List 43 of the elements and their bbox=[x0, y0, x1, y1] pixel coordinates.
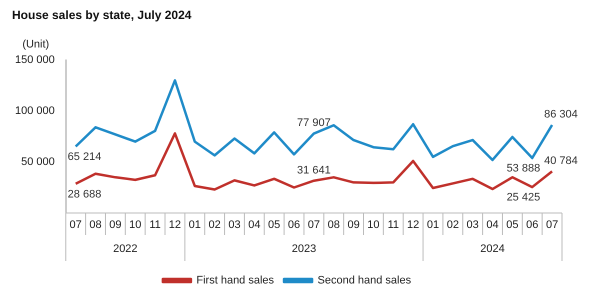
x-tick-label: 06 bbox=[288, 219, 300, 232]
y-tick-label: 100 000 bbox=[14, 105, 55, 118]
x-tick-label: 03 bbox=[466, 219, 479, 232]
x-tick-label: 07 bbox=[546, 219, 558, 232]
data-label: 65 214 bbox=[68, 151, 102, 164]
x-tick-label: 11 bbox=[149, 219, 161, 232]
x-tick-label: 12 bbox=[168, 219, 182, 232]
x-tick-label: 01 bbox=[188, 219, 201, 232]
x-tick-label: 01 bbox=[426, 219, 440, 232]
x-tick-label: 05 bbox=[506, 219, 518, 232]
text: 2023 bbox=[292, 243, 316, 256]
x-tick-label: 12 bbox=[407, 219, 420, 232]
x-tick-label: 07 bbox=[308, 219, 320, 232]
x-tick-label: 02 bbox=[446, 219, 459, 232]
y-tick-label: 50 000 bbox=[21, 156, 55, 168]
x-tick-label: 04 bbox=[248, 219, 260, 232]
x-tick-label: 09 bbox=[109, 219, 122, 232]
x-tick-label: 11 bbox=[388, 219, 399, 232]
x-tick-label: 10 bbox=[367, 219, 380, 232]
x-tick-label: 08 bbox=[328, 219, 340, 232]
data-label: 28 688 bbox=[68, 188, 102, 200]
x-tick-label: 10 bbox=[129, 219, 142, 232]
y-tick-label: 150 000 bbox=[14, 54, 55, 66]
x-tick-label: 07 bbox=[70, 219, 82, 232]
data-label: 77 907 bbox=[297, 117, 331, 130]
data-label: 25 425 bbox=[506, 192, 540, 204]
chart-title: House sales by state, July 2024 bbox=[12, 8, 192, 24]
legend-label: First hand sales bbox=[196, 274, 275, 287]
y-axis-title: (Unit) bbox=[22, 38, 50, 51]
x-tick-label: 05 bbox=[268, 219, 280, 232]
x-tick-label: 04 bbox=[486, 219, 499, 232]
data-label: 40 784 bbox=[544, 154, 578, 167]
legend-label: Second hand sales bbox=[318, 274, 412, 287]
data-label: 31 641 bbox=[297, 164, 331, 176]
text: 2024 bbox=[480, 243, 505, 256]
x-tick-label: 06 bbox=[526, 219, 538, 232]
text: 2022 bbox=[113, 243, 138, 256]
x-tick-label: 03 bbox=[228, 219, 241, 232]
data-label: 53 888 bbox=[506, 162, 540, 175]
x-tick-label: 08 bbox=[89, 219, 102, 232]
data-label: 86 304 bbox=[544, 108, 578, 120]
x-tick-label: 09 bbox=[347, 219, 360, 232]
x-tick-label: 02 bbox=[208, 219, 221, 232]
